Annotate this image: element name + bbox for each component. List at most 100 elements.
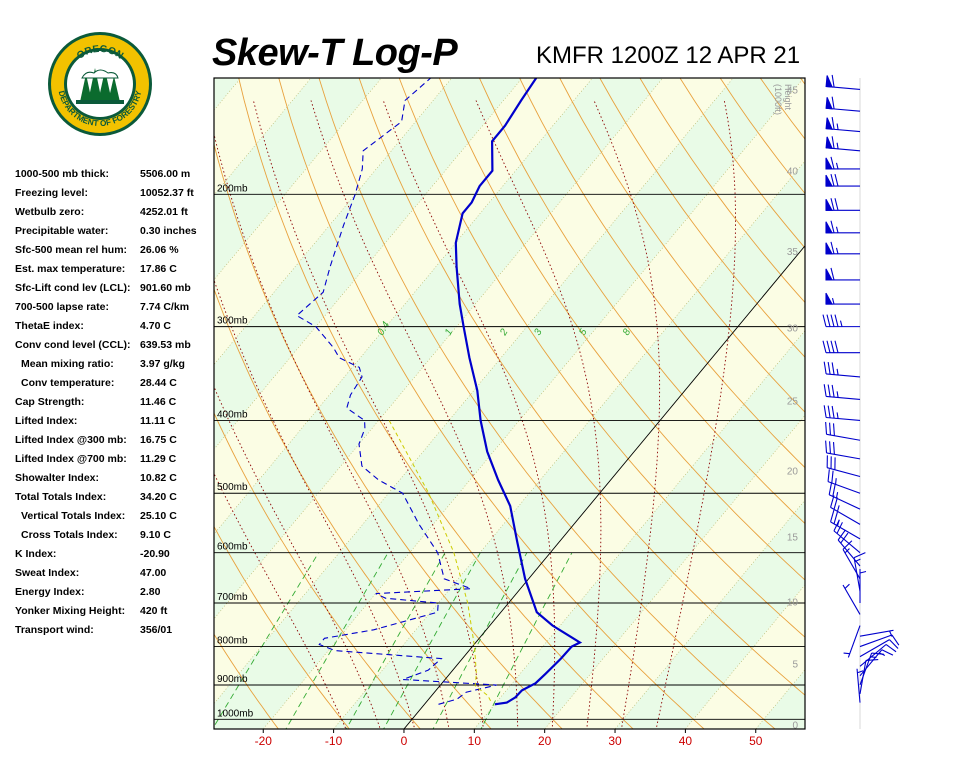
wind-barb-shaft [859,634,893,648]
height-tick-label: 30 [787,324,799,335]
wind-barb-full [836,522,843,534]
temperature-band [333,161,805,729]
x-axis-tick-label: 30 [608,734,622,748]
wind-barb [825,220,860,234]
index-row: Mean mixing ratio: 3.97 g/kg [15,358,215,377]
wind-barb-full [832,484,836,497]
height-tick-label: 20 [787,466,799,477]
wind-barb-full [831,74,835,88]
index-row: Showalter Index: 10.82 C [15,472,215,491]
index-label: Conv cond level (CCL): [15,339,131,351]
wind-barb-shaft [842,549,861,580]
index-value: 25.10 C [140,510,177,522]
wind-barb-half [836,123,839,130]
wind-barb-full [831,117,835,130]
x-axis-tick-label: 10 [468,734,482,748]
isotherm [0,5,160,745]
wind-barb [823,405,861,422]
wind-barb-full [831,384,835,398]
logo-trees-icon [76,68,124,104]
wind-barb-full [831,362,835,375]
plot-layer: 0.4 1 2 3 5 81000mb900mb800mb700mb600mb500mb4… [0,5,960,745]
index-label: Showalter Index: [15,472,100,484]
height-axis-label: Height(1000ft) [773,84,793,115]
index-label: Precipitable water: [15,225,109,237]
wind-barb [825,74,861,90]
wind-barb-pennant [825,199,833,211]
index-row: Vertical Totals Index: 25.10 C [15,510,215,529]
wind-barb-full [837,529,846,541]
wind-barb-shaft [859,629,894,637]
isotherm [883,5,960,745]
wind-barb [825,440,861,460]
mixing-ratio-line [432,552,528,729]
wind-barb-full [828,482,833,495]
index-label: Wetbulb zero: [15,206,85,218]
wind-barb-pennant [825,136,833,150]
x-axis-tick-label: 40 [679,734,693,748]
dry-adiabat [214,633,279,729]
wind-barb-shaft [837,539,861,567]
wind-barb-shaft [826,452,861,460]
isotherm [333,160,805,729]
index-label: Freezing level: [15,187,88,199]
moist-adiabat [252,100,484,729]
wind-barb [825,173,860,187]
temperature-band [954,5,960,745]
dry-adiabat [478,78,805,525]
index-value: 10052.37 ft [140,187,194,199]
temperature-band [883,5,960,745]
index-label: Lifted Index: [15,415,78,427]
index-row: Lifted Index @300 mb: 16.75 C [15,434,215,453]
index-value: 4.70 C [140,320,171,332]
index-label: Est. max temperature: [15,263,126,275]
index-label: Sfc-500 mean rel hum: [15,244,128,256]
isobar-label: 400mb [217,409,248,420]
isotherm [954,5,960,745]
wind-barb-shaft [826,395,861,400]
isobar-label: 800mb [217,636,248,647]
wind-barb-half [889,630,893,637]
temperature-band [0,5,231,745]
index-value: -20.90 [140,548,170,560]
mixing-ratio-label: 2 [498,327,511,339]
index-value: 11.46 C [140,396,177,408]
height-tick-label: 45 [787,85,799,96]
index-value: 2.80 [140,586,161,598]
wind-barb-full [830,340,835,353]
index-label: 700-500 lapse rate: [15,301,109,313]
dry-adiabat [214,525,350,729]
height-tick-label: 0 [792,721,798,732]
index-row: Cap Strength: 11.46 C [15,396,215,415]
wind-barb-shaft [830,521,861,540]
isotherm [214,78,664,620]
index-row: Yonker Mixing Height: 420 ft [15,605,215,624]
wind-barb [830,495,861,525]
isotherm [262,78,804,729]
wind-barb-pennant [825,174,833,187]
isotherm [214,78,523,450]
index-row: 700-500 lapse rate: 7.74 C/km [15,301,215,320]
wind-barb [859,629,894,637]
index-label: Sweat Index: [15,567,80,579]
wind-barb [825,96,861,112]
mixing-ratio-line [480,552,573,729]
index-label: Cap Strength: [15,396,85,408]
index-value: 356/01 [140,624,173,636]
wind-barb [856,668,864,703]
isotherm [214,78,312,196]
wind-barb-half [835,247,839,254]
wind-barb [825,198,860,211]
index-value: 28.44 C [140,377,177,389]
wind-barb [859,644,897,667]
dry-adiabat [519,78,805,469]
mixing-ratio-line [383,552,481,729]
wind-barb [827,469,861,494]
wind-barb-full [885,644,897,653]
wind-barb-full [829,422,832,436]
index-value: 17.86 C [140,263,177,275]
wind-barb-full [853,552,866,559]
temperature-trace [454,78,583,706]
index-row: Est. max temperature: 17.86 C [15,263,215,282]
index-label: ThetaE index: [15,320,84,332]
